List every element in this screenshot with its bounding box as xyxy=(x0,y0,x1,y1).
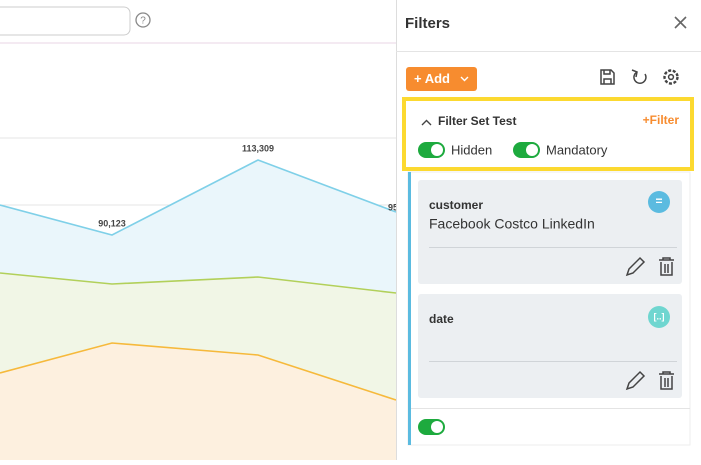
add-filter-link[interactable]: +Filter xyxy=(643,113,680,127)
delete-icon[interactable] xyxy=(659,257,674,276)
help-icon[interactable] xyxy=(135,12,151,28)
panel-title: Filters xyxy=(405,15,450,32)
close-icon[interactable] xyxy=(674,16,687,29)
toggle-label: Hidden xyxy=(451,142,492,157)
settings-icon[interactable] xyxy=(663,69,679,85)
operator-badge xyxy=(648,306,670,328)
help-mark: ? xyxy=(140,16,146,27)
add-caret xyxy=(460,76,469,82)
toggle-knob xyxy=(431,144,443,156)
line-orange xyxy=(0,342,397,401)
reset-icon[interactable] xyxy=(631,69,647,84)
toggle-knob xyxy=(431,421,443,433)
filter-card xyxy=(418,294,682,398)
save-icon[interactable] xyxy=(600,69,615,85)
collapse-icon[interactable] xyxy=(421,119,432,126)
filter-set-name: Filter Set Test xyxy=(438,114,516,128)
edit-icon[interactable] xyxy=(625,256,646,277)
filter-card xyxy=(418,180,682,284)
point-label: 95 xyxy=(388,202,398,212)
operator-badge xyxy=(648,191,670,213)
point-label: 90,123 xyxy=(98,218,126,228)
filter-set-box xyxy=(402,97,694,171)
operator-badge-text: = xyxy=(655,194,662,208)
search-input[interactable] xyxy=(0,6,131,36)
edit-icon[interactable] xyxy=(625,370,646,391)
line-blue xyxy=(0,159,397,236)
add-button[interactable] xyxy=(406,67,477,91)
add-button-label: + Add xyxy=(414,71,450,86)
delete-icon[interactable] xyxy=(659,371,674,390)
filter-field: customer xyxy=(429,198,483,212)
toggle-knob xyxy=(526,144,538,156)
filter-list-accent xyxy=(408,172,411,445)
area-orange xyxy=(0,343,396,460)
settings-icon-core xyxy=(667,73,675,81)
line-green xyxy=(0,272,397,294)
point-label: 113,309 xyxy=(242,143,274,153)
operator-badge-text: [..] xyxy=(654,311,665,321)
filter-value: Facebook Costco LinkedIn xyxy=(429,216,595,232)
filter-field: date xyxy=(429,312,454,326)
toggle-label: Mandatory xyxy=(546,142,608,157)
